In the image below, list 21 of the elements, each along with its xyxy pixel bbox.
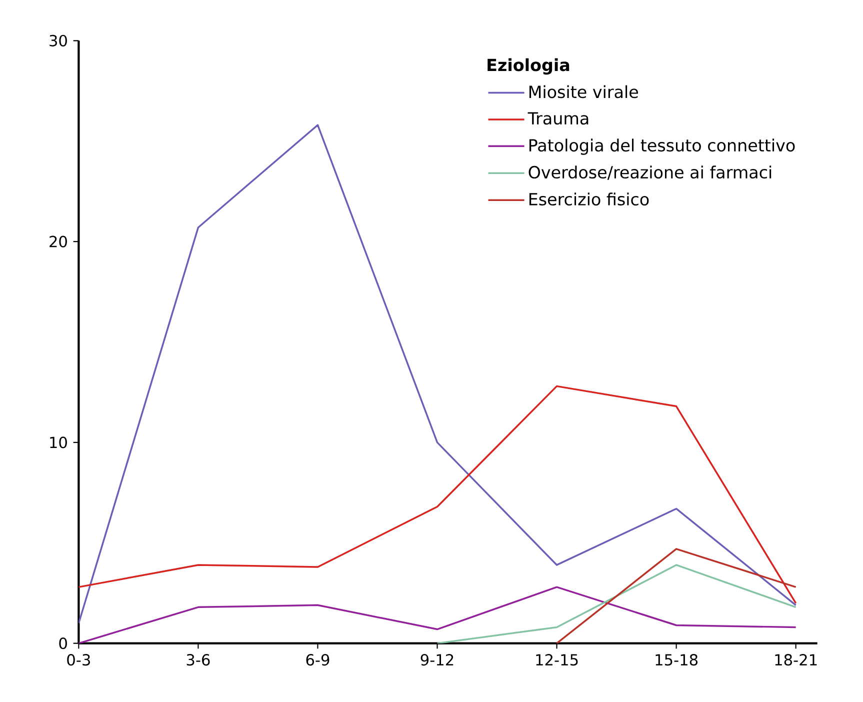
legend-title: Eziologia [488, 58, 570, 75]
legend-label: Esercizio fisico [529, 192, 649, 206]
line-series [78, 124, 797, 624]
line-series [78, 385, 797, 604]
x-tick-label: 15-18 [656, 654, 698, 666]
x-tick-label: 12-15 [536, 654, 578, 666]
legend-label: Trauma [528, 112, 588, 125]
y-tick-label: 0 [59, 638, 67, 650]
y-tick-label: 30 [50, 34, 67, 46]
y-tick-label: 10 [50, 436, 67, 448]
y-tick-label: 20 [50, 236, 67, 248]
legend-label: Miosite virale [529, 85, 638, 98]
x-tick-label: 3-6 [186, 654, 210, 666]
legend-label: Overdose/reazione ai farmaci [528, 166, 772, 180]
x-tick-label: 9-12 [420, 654, 454, 666]
line-series [436, 564, 797, 644]
x-tick-label: 6-9 [306, 654, 330, 666]
x-tick-label: 18-21 [775, 654, 817, 666]
x-tick-label: 0-3 [67, 654, 90, 666]
legend-label: Patologia del tessuto connettivo [529, 138, 795, 155]
line-series [78, 586, 797, 644]
